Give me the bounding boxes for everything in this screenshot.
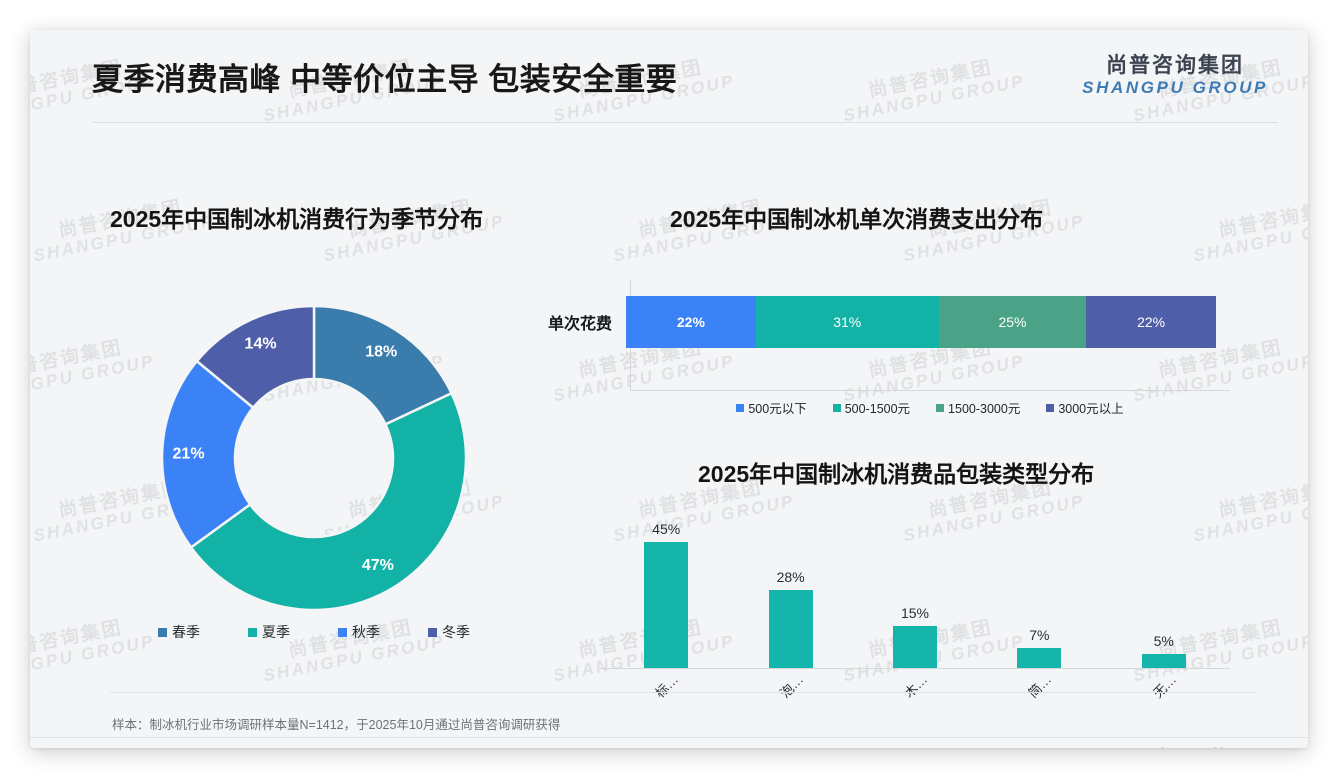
stacked-bar-segment[interactable]: 31%: [755, 296, 939, 348]
donut-chart-svg: 18% 47% 21% 14%: [160, 304, 468, 612]
stacked-bar-chart: 单次花费 22% 31% 25% 22% 500元以下 500-1500元 1500-30…: [530, 280, 1230, 416]
legend-swatch-icon: [428, 627, 437, 637]
stacked-bar-segment[interactable]: 22%: [1086, 296, 1216, 348]
donut-chart-title: 2025年中国制冰机消费行为季节分布: [110, 206, 484, 232]
donut-legend-item[interactable]: 夏季: [248, 622, 290, 642]
donut-slice-label: 47%: [362, 557, 394, 574]
stacked-legend-item[interactable]: 500-1500元: [832, 398, 911, 417]
stacked-bar-segment[interactable]: 22%: [626, 296, 756, 348]
bar-x-axis-labels: 标… 泡… 木… 简… 无…: [604, 670, 1226, 710]
bar-x-label: 木…: [901, 671, 931, 701]
donut-slice[interactable]: [195, 304, 316, 410]
donut-legend-item[interactable]: 冬季: [428, 622, 470, 642]
bar-x-label-cell: 标…: [614, 670, 718, 710]
bar-value-label: 45%: [652, 521, 681, 537]
legend-swatch-icon: [158, 627, 167, 637]
footer-divider: [30, 737, 1308, 738]
bar-rect[interactable]: [644, 542, 689, 668]
donut-slice[interactable]: [160, 359, 255, 550]
bar-value-label: 28%: [776, 568, 805, 585]
stacked-legend-item[interactable]: 3000元以上: [1046, 398, 1124, 417]
bar-value-label: 7%: [1029, 627, 1050, 644]
bar-rect[interactable]: [1017, 648, 1062, 668]
stacked-legend: 500元以下 500-1500元 1500-3000元 3000元以上: [630, 398, 1230, 417]
header-divider: [92, 122, 1278, 123]
stacked-bar-track: 22% 31% 25% 22%: [626, 296, 1216, 348]
donut-slices: [160, 304, 468, 612]
watermark-en: SHANGPU GROUP: [1191, 211, 1308, 266]
bar-column[interactable]: 7%: [987, 508, 1091, 668]
donut-legend: 春季 夏季 秋季 冬季: [158, 622, 470, 642]
stacked-legend-label: 500-1500元: [844, 402, 911, 416]
donut-slice-label: 21%: [173, 445, 205, 462]
legend-swatch-icon: [248, 627, 257, 637]
bar-column[interactable]: 28%: [739, 508, 843, 668]
bar-chart-title: 2025年中国制冰机消费品包装类型分布: [698, 461, 1095, 487]
bar-x-label-cell: 无…: [1112, 670, 1216, 710]
bar-x-label-cell: 泡…: [739, 670, 843, 710]
bar-rect[interactable]: [892, 626, 937, 668]
legend-swatch-icon: [832, 403, 841, 412]
stacked-baseline: [630, 390, 1230, 391]
stacked-category-label: 单次花费: [547, 316, 612, 333]
brand-logo-en: SHANGPU GROUP: [1082, 78, 1268, 98]
donut-slice[interactable]: [189, 391, 468, 612]
slide-header: 夏季消费高峰 中等价位主导 包装安全重要 尚普咨询集团 SHANGPU GROU…: [30, 30, 1308, 122]
bar-x-label: 简…: [1025, 671, 1055, 701]
slide-card: 尚普咨询集团 SHANGPU GROUP 尚普咨询集团 SHANGPU GROUP 尚普…: [30, 30, 1308, 748]
bar-x-label: 泡…: [776, 671, 806, 701]
footer-website: www.shangpu-china.com: [1125, 746, 1264, 748]
legend-swatch-icon: [1046, 403, 1055, 412]
footer-copyright: ©2025.12 SHANGPU GROUP: [74, 746, 243, 748]
brand-logo-cn: 尚普咨询集团: [1106, 54, 1245, 77]
donut-legend-item[interactable]: 春季: [158, 622, 200, 642]
watermark-cn: 尚普咨询集团: [30, 617, 125, 663]
bar-rect[interactable]: [1141, 654, 1186, 668]
bar-rect[interactable]: [768, 589, 813, 668]
donut-slice-label: 18%: [365, 343, 397, 360]
bar-baseline: [600, 668, 1230, 669]
footnote-text: 样本：制冰机行业市场调研样本量N=1412，于2025年10月通过尚普咨询调研获…: [112, 718, 561, 732]
bar-value-label: 5%: [1153, 633, 1174, 649]
stacked-chart-title: 2025年中国制冰机单次消费支出分布: [670, 206, 1044, 232]
brand-logo: 尚普咨询集团 SHANGPU GROUP: [1082, 54, 1268, 98]
donut-legend-label: 夏季: [262, 624, 290, 640]
stacked-bar-segment[interactable]: 25%: [938, 296, 1087, 348]
donut-legend-item[interactable]: 秋季: [338, 622, 380, 642]
bar-x-label-cell: 简…: [987, 670, 1091, 710]
donut-slice-label: 14%: [245, 336, 277, 353]
bar-plot-area: 45% 28% 15% 7% 5%: [604, 508, 1226, 668]
stacked-bar-row: 单次花费 22% 31% 25% 22%: [530, 294, 1230, 350]
bar-value-label: 15%: [900, 605, 929, 621]
bar-chart: 45% 28% 15% 7% 5% 标… 泡… 木… 简… 无…: [590, 508, 1240, 708]
stacked-legend-label: 3000元以上: [1058, 402, 1124, 416]
watermark-cn: 尚普咨询集团: [30, 337, 125, 383]
legend-swatch-icon: [736, 403, 745, 412]
bar-x-label: 标…: [652, 671, 682, 701]
donut-legend-label: 秋季: [352, 624, 380, 640]
page-title: 夏季消费高峰 中等价位主导 包装安全重要: [92, 62, 678, 97]
donut-value-labels: 18% 47% 21% 14%: [173, 336, 398, 575]
legend-swatch-icon: [936, 403, 945, 412]
watermark-en: SHANGPU GROUP: [30, 351, 157, 406]
legend-swatch-icon: [338, 627, 347, 637]
stacked-legend-label: 1500-3000元: [948, 402, 1021, 416]
donut-legend-label: 春季: [172, 624, 200, 640]
bar-column[interactable]: 45%: [614, 508, 718, 668]
bar-x-label-cell: 木…: [863, 670, 967, 710]
bar-column[interactable]: 15%: [863, 508, 967, 668]
footnote-divider: [110, 692, 1256, 693]
bar-x-label: 无…: [1149, 671, 1179, 701]
donut-legend-label: 冬季: [442, 624, 470, 640]
bar-column[interactable]: 5%: [1112, 508, 1216, 668]
watermark-cn: 尚普咨询集团: [1216, 197, 1308, 243]
watermark-en: SHANGPU GROUP: [30, 631, 157, 686]
stacked-legend-item[interactable]: 1500-3000元: [936, 398, 1020, 417]
stacked-legend-label: 500元以下: [748, 402, 807, 416]
stacked-legend-item[interactable]: 500元以下: [736, 398, 807, 417]
donut-chart: 18% 47% 21% 14%: [158, 302, 470, 614]
